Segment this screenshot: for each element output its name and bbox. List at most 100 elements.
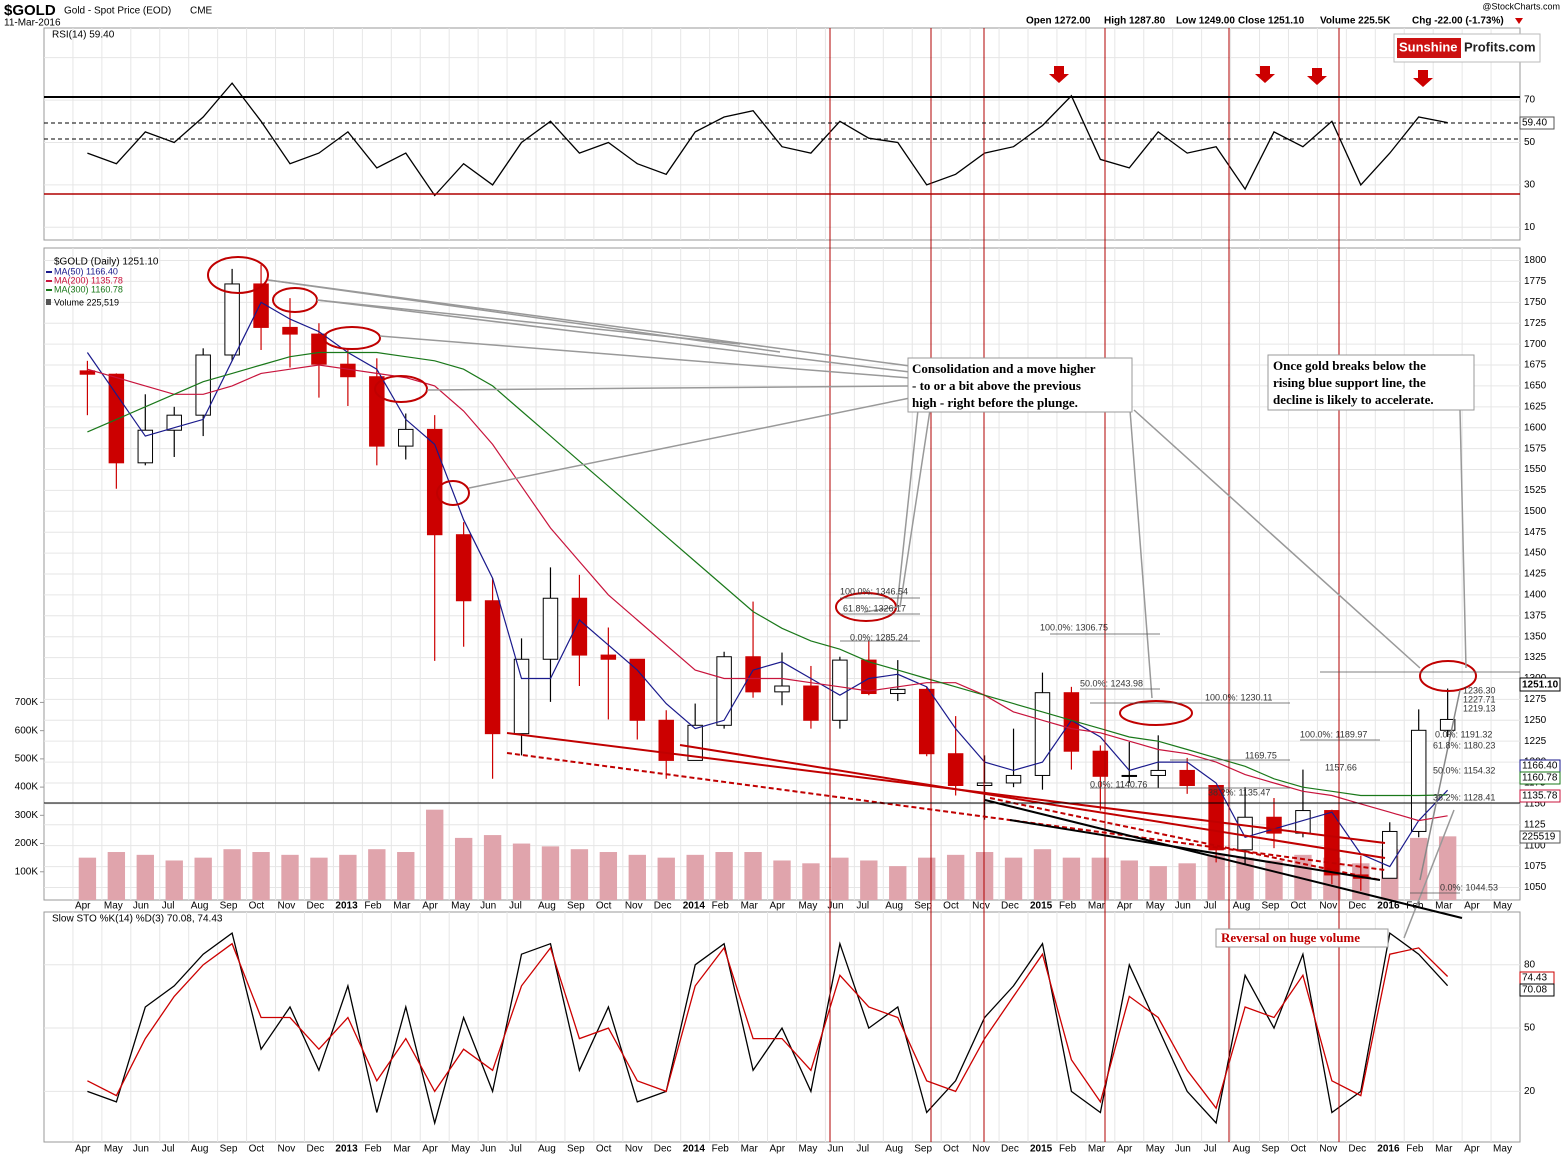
y-tick-label: 1525 [1524, 485, 1547, 496]
x-tick-label: Apr [75, 901, 91, 912]
x-tick-label: Nov [278, 901, 296, 912]
x-tick-label: Mar [741, 1144, 759, 1155]
body [484, 600, 501, 735]
low: Low 1249.00 [1176, 16, 1235, 27]
body [1237, 816, 1253, 851]
y-tick-label: 1325 [1524, 652, 1547, 663]
x-tick-label: Mar [1088, 1144, 1106, 1155]
x-tick-label: Oct [249, 901, 265, 912]
x-tick-label: Dec [1348, 901, 1366, 912]
volume-bar [744, 852, 762, 900]
x-tick-label: Aug [885, 901, 903, 912]
x-tick-label: Nov [1319, 1144, 1337, 1155]
volume-bar [889, 866, 907, 900]
x-tick-label: Dec [1001, 901, 1019, 912]
body [658, 719, 674, 761]
tag: 225519 [1522, 832, 1556, 843]
body [1439, 718, 1456, 731]
x-tick-label: 2015 [1030, 901, 1053, 912]
volume-bar [1033, 849, 1052, 900]
tag: 1166.40 [1522, 761, 1558, 772]
annotation-breakdown: Once gold breaks below the rising blue s… [1267, 354, 1475, 411]
x-tick-label: May [798, 1144, 817, 1155]
y-tick-label: 1125 [1524, 819, 1546, 830]
fib-label: 100.0%: 1189.97 [1300, 729, 1367, 739]
volume-bar [1149, 866, 1167, 900]
legend-entry: MA(300) 1160.78 [54, 284, 123, 294]
x-tick-label: Nov [1319, 901, 1337, 912]
x-tick-label: Jun [480, 1144, 496, 1155]
y-tick-label: 300K [15, 810, 39, 821]
annotation-line: - to or a bit above the previous [912, 378, 1081, 393]
body [195, 354, 211, 416]
red-date-lines [829, 28, 1340, 1142]
y-tick-label: 1050 [1524, 882, 1547, 893]
ellipse [436, 480, 470, 506]
layout [43, 27, 1521, 1143]
body [282, 326, 298, 335]
body [1150, 769, 1166, 776]
x-tick-label: May [1493, 1144, 1512, 1155]
date: 11-Mar-2016 [4, 18, 61, 29]
volume-bar [1120, 860, 1138, 900]
volume-bar [773, 860, 791, 900]
legend-entry: MA(200) 1135.78 [54, 275, 123, 285]
tag-box [1519, 983, 1555, 997]
body [1208, 784, 1224, 851]
x-tick-label: Oct [943, 901, 959, 912]
x-tick-label: Oct [249, 1144, 265, 1155]
fib-label: 100.0%: 1306.75 [1040, 622, 1108, 632]
change-arrow [1515, 18, 1523, 24]
ellipse [1419, 660, 1477, 692]
y-tick-label: 30 [1524, 180, 1536, 191]
body [79, 370, 96, 375]
x-tick-label: Apr [1117, 901, 1133, 912]
value-tags: 59.40 1251.10 1166.40 1160.78 1135.78 22… [1519, 116, 1561, 997]
x-tick-label: May [1146, 901, 1165, 912]
panel-title: RSI(14) 59.40 [52, 30, 115, 41]
body [571, 597, 588, 656]
x-tick-label: Jun [480, 901, 496, 912]
arrow [1307, 68, 1327, 85]
x-tick-label: Jul [856, 901, 869, 912]
x-tick-label: Sep [567, 901, 585, 912]
trend [1009, 819, 1381, 881]
x-tick-label: Dec [306, 901, 324, 912]
x-tick-label: Apr [422, 901, 438, 912]
x-tick-label: 2015 [1030, 1144, 1053, 1155]
line [87, 364, 1448, 822]
x-tick-label: Jul [162, 1144, 175, 1155]
x-tick-label: Apr [75, 1144, 91, 1155]
volume-bar [1207, 854, 1225, 900]
x-tick-label: Mar [1435, 901, 1453, 912]
x-tick-label: May [798, 901, 817, 912]
tag: 74.43 [1522, 973, 1547, 984]
body [918, 688, 935, 755]
fib-label: 38.2%: 1135.47 [1208, 787, 1270, 797]
body [426, 428, 443, 536]
annotation-line: rising blue support line, the [1273, 375, 1426, 390]
x-tick-label: Nov [625, 1144, 643, 1155]
volume-bar [1178, 863, 1196, 900]
y-tick-label: 1225 [1524, 736, 1547, 747]
volume-bar [541, 846, 560, 900]
support-line [1419, 689, 1461, 881]
fib-label: 1219.13 [1463, 703, 1496, 713]
body [542, 597, 559, 660]
x-tick-label: Mar [1435, 1144, 1453, 1155]
x-tick-label: 2014 [683, 901, 706, 912]
x-tick-label: Oct [1290, 1144, 1306, 1155]
trend [679, 744, 1386, 859]
x-tick-label: 2016 [1377, 1144, 1400, 1155]
line [87, 82, 1448, 197]
x-tick-label: Aug [538, 901, 556, 912]
x-tick-label: Feb [712, 1144, 730, 1155]
tag-box [1519, 771, 1561, 785]
x-tick-label: Apr [422, 1144, 438, 1155]
y-tick-label: 70 [1524, 95, 1536, 106]
ellipse [207, 256, 269, 294]
line [86, 301, 1449, 868]
legend-swatch [46, 299, 51, 305]
logo-right: Profits.com [1464, 39, 1536, 54]
